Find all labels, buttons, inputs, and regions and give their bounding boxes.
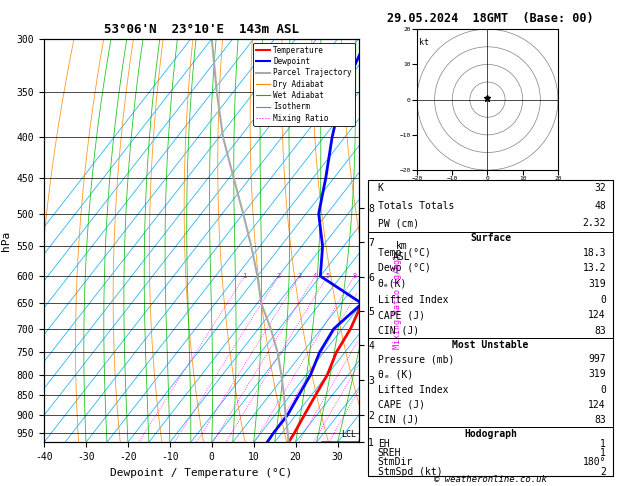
Text: Most Unstable: Most Unstable: [452, 340, 529, 350]
Text: EH: EH: [378, 439, 389, 449]
Text: 3: 3: [298, 273, 302, 279]
Text: 5: 5: [325, 273, 330, 279]
Text: Mixing Ratio (g/kg): Mixing Ratio (g/kg): [393, 254, 402, 348]
Text: 32: 32: [594, 184, 606, 193]
Text: CIN (J): CIN (J): [378, 415, 419, 425]
Text: 180°: 180°: [582, 457, 606, 468]
Y-axis label: hPa: hPa: [1, 230, 11, 251]
Text: 2: 2: [277, 273, 281, 279]
Text: 83: 83: [594, 415, 606, 425]
Text: 83: 83: [594, 326, 606, 336]
Text: Hodograph: Hodograph: [464, 429, 517, 439]
Bar: [368, 180, 613, 232]
Text: 1: 1: [243, 273, 247, 279]
Text: θₑ (K): θₑ (K): [378, 369, 413, 380]
Text: StmDir: StmDir: [378, 457, 413, 468]
Text: CAPE (J): CAPE (J): [378, 399, 425, 410]
Text: © weatheronline.co.uk: © weatheronline.co.uk: [434, 474, 547, 484]
Text: 997: 997: [588, 354, 606, 364]
Text: 48: 48: [594, 201, 606, 211]
Text: 1: 1: [600, 439, 606, 449]
Text: Lifted Index: Lifted Index: [378, 384, 448, 395]
Text: 0: 0: [600, 384, 606, 395]
Text: 0: 0: [600, 295, 606, 305]
Bar: [368, 232, 613, 338]
Text: SREH: SREH: [378, 448, 401, 458]
Text: 1: 1: [600, 448, 606, 458]
Text: Totals Totals: Totals Totals: [378, 201, 454, 211]
Text: 319: 319: [588, 279, 606, 289]
Title: 53°06'N  23°10'E  143m ASL: 53°06'N 23°10'E 143m ASL: [104, 23, 299, 36]
Text: CAPE (J): CAPE (J): [378, 310, 425, 320]
Text: 124: 124: [588, 399, 606, 410]
Text: Temp (°C): Temp (°C): [378, 248, 431, 258]
X-axis label: Dewpoint / Temperature (°C): Dewpoint / Temperature (°C): [110, 468, 292, 478]
Text: K: K: [378, 184, 384, 193]
Text: 2: 2: [600, 467, 606, 477]
Text: PW (cm): PW (cm): [378, 218, 419, 228]
Text: Dewp (°C): Dewp (°C): [378, 263, 431, 274]
Text: LCL: LCL: [342, 430, 357, 439]
Text: 319: 319: [588, 369, 606, 380]
Text: θₑ(K): θₑ(K): [378, 279, 407, 289]
Text: Pressure (mb): Pressure (mb): [378, 354, 454, 364]
Text: 2.32: 2.32: [582, 218, 606, 228]
Text: Surface: Surface: [470, 233, 511, 243]
Bar: [368, 427, 613, 476]
Text: Lifted Index: Lifted Index: [378, 295, 448, 305]
Text: 8: 8: [352, 273, 357, 279]
Text: kt: kt: [419, 38, 429, 47]
Legend: Temperature, Dewpoint, Parcel Trajectory, Dry Adiabat, Wet Adiabat, Isotherm, Mi: Temperature, Dewpoint, Parcel Trajectory…: [253, 43, 355, 125]
Text: CIN (J): CIN (J): [378, 326, 419, 336]
Text: StmSpd (kt): StmSpd (kt): [378, 467, 442, 477]
Y-axis label: km
ASL: km ASL: [393, 241, 411, 262]
Text: 124: 124: [588, 310, 606, 320]
Text: 18.3: 18.3: [582, 248, 606, 258]
Bar: [368, 338, 613, 427]
Text: 4: 4: [313, 273, 317, 279]
Text: 29.05.2024  18GMT  (Base: 00): 29.05.2024 18GMT (Base: 00): [387, 12, 594, 25]
Text: 13.2: 13.2: [582, 263, 606, 274]
